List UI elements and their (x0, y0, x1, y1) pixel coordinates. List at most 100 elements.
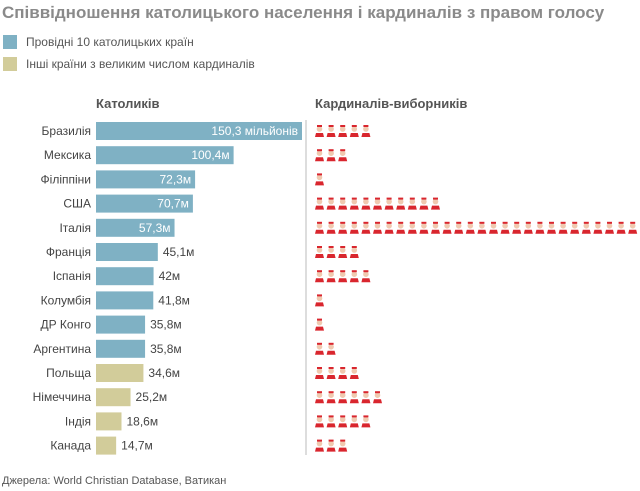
bar (96, 315, 146, 334)
cardinal-icon (315, 221, 324, 234)
cardinal-icon (338, 367, 348, 379)
cardinal-icon (349, 270, 359, 283)
value-label: 14,7м (121, 439, 153, 453)
legend-swatch (3, 35, 17, 49)
cardinal-icon (338, 125, 348, 137)
cardinal-icon (326, 367, 336, 379)
bar (96, 388, 131, 407)
category-label: Філіппіни (41, 172, 91, 186)
value-label: 45,1м (163, 245, 195, 259)
cardinal-icon (338, 149, 348, 162)
cardinal-icon (338, 270, 348, 283)
cardinal-icon (315, 246, 324, 258)
category-label: Колумбія (41, 293, 91, 307)
bar (96, 339, 146, 358)
bar (96, 146, 234, 165)
cardinal-icon (349, 246, 359, 258)
cardinal-icon (384, 197, 394, 210)
source-note: Джерела: World Christian Database, Ватик… (2, 475, 227, 487)
cardinal-icon (338, 439, 348, 452)
cardinal-icon (315, 391, 324, 404)
cardinal-icon (338, 246, 348, 258)
cardinal-icon (384, 221, 394, 234)
cardinal-icon (361, 197, 371, 210)
cardinal-icon (431, 221, 440, 234)
value-label: 42м (159, 269, 181, 283)
cardinal-icon (512, 221, 522, 234)
cardinal-icon (558, 221, 568, 234)
cardinal-icon (407, 221, 417, 234)
cardinal-icon (349, 125, 359, 137)
value-label: 57,3м (139, 221, 171, 235)
value-label: 150,3 мільйонів (211, 124, 298, 138)
bar (96, 122, 302, 140)
cardinal-icon (396, 197, 406, 210)
value-label: 72,3м (159, 172, 191, 186)
cardinal-icon (315, 294, 324, 307)
cardinal-icon (628, 221, 638, 234)
legend-label: Провідні 10 католицьких країн (26, 35, 194, 49)
value-label: 100,4м (191, 148, 229, 162)
bar (96, 436, 117, 455)
bar (96, 170, 196, 189)
cardinal-icon (315, 367, 324, 379)
legend-swatch (3, 57, 17, 71)
cardinal-icon (315, 149, 324, 162)
cardinal-icon (361, 221, 371, 234)
catholics-column-header: Католиків (96, 96, 160, 111)
cardinal-icon (326, 415, 336, 428)
legend-item-other: Інші країни з великим числом кардиналів (3, 57, 255, 71)
value-label: 35,8м (150, 318, 182, 332)
cardinal-icon (326, 391, 336, 404)
cardinal-icon (523, 221, 533, 234)
value-label: 25,2м (136, 390, 168, 404)
cardinal-icon (361, 391, 371, 404)
cardinal-icon (315, 318, 324, 331)
cardinal-icon (326, 125, 336, 137)
cardinal-icon (407, 197, 417, 210)
category-label: Польща (46, 366, 91, 380)
cardinal-icon (419, 197, 429, 210)
cardinal-icon (535, 221, 545, 234)
cardinal-icon (315, 415, 324, 428)
value-label: 41,8м (158, 293, 190, 307)
cardinal-icon (349, 391, 359, 404)
cardinal-icon (605, 221, 614, 234)
category-label: Канада (50, 439, 91, 453)
cardinal-icon (454, 221, 464, 234)
value-label: 70,7м (157, 197, 189, 211)
cardinal-icon (326, 246, 336, 258)
legend-item-top10: Провідні 10 католицьких країн (3, 35, 194, 49)
cardinal-icon (338, 415, 348, 428)
value-label: 35,8м (150, 342, 182, 356)
bar (96, 267, 154, 286)
bar (96, 194, 193, 213)
category-label: Італія (59, 221, 91, 235)
category-label: ДР Конго (40, 318, 91, 332)
cardinal-icon (326, 342, 336, 355)
cardinal-icon (616, 221, 626, 234)
cardinal-icon (500, 221, 510, 234)
cardinal-icon (570, 221, 580, 234)
cardinal-icon (326, 439, 336, 452)
cardinal-icon (489, 221, 498, 234)
legend-label: Інші країни з великим числом кардиналів (26, 57, 255, 71)
cardinal-icon (465, 221, 475, 234)
cardinal-icon (396, 221, 406, 234)
category-label: Бразилія (42, 124, 91, 138)
chart-title: Співвідношення католицького населення і … (2, 3, 605, 22)
cardinal-icon (477, 221, 487, 234)
cardinal-icon (315, 439, 324, 452)
bar (96, 412, 122, 431)
cardinal-icon (315, 173, 324, 186)
cardinal-icon (326, 270, 336, 283)
cardinal-icon (361, 415, 371, 428)
cardinal-icon (338, 391, 348, 404)
cardinal-icon (581, 221, 591, 234)
cardinal-icon (349, 221, 359, 234)
cardinal-icon (349, 367, 359, 379)
category-label: Мексика (44, 148, 91, 162)
cardinal-icon (326, 197, 336, 210)
cardinal-icon (315, 270, 324, 283)
